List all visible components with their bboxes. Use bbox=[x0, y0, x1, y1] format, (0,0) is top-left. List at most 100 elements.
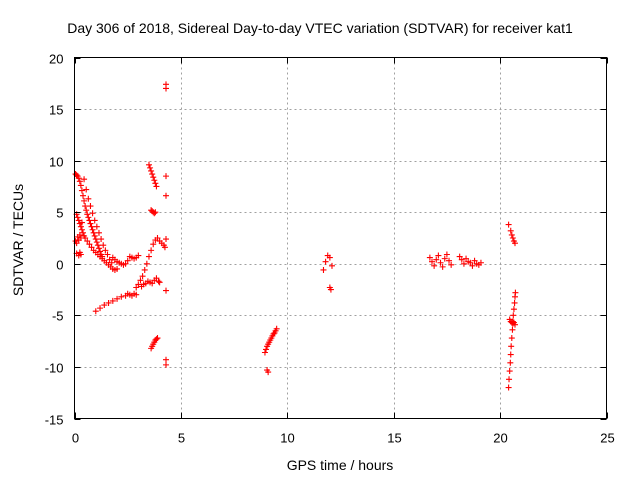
data-point bbox=[75, 217, 82, 224]
y-tick-label: 15 bbox=[49, 103, 63, 118]
data-point bbox=[98, 236, 105, 243]
data-point bbox=[86, 241, 93, 248]
data-point bbox=[463, 255, 470, 262]
data-point bbox=[77, 251, 84, 258]
data-point bbox=[87, 220, 94, 227]
data-point bbox=[148, 247, 155, 254]
data-point bbox=[109, 297, 116, 304]
data-point bbox=[467, 259, 474, 266]
data-point bbox=[508, 231, 515, 238]
data-point bbox=[153, 336, 160, 343]
data-point bbox=[510, 312, 517, 319]
data-point bbox=[505, 384, 512, 391]
data-point bbox=[85, 195, 92, 202]
data-point bbox=[163, 236, 170, 243]
data-point bbox=[508, 343, 515, 350]
data-point bbox=[437, 259, 444, 266]
data-point bbox=[76, 231, 83, 238]
data-point bbox=[141, 266, 148, 273]
data-point bbox=[154, 235, 161, 241]
data-point bbox=[90, 229, 97, 236]
data-point bbox=[429, 258, 436, 265]
data-point bbox=[460, 260, 467, 267]
data-point bbox=[80, 192, 87, 199]
data-point bbox=[149, 280, 156, 287]
series-arc-19 bbox=[426, 251, 455, 270]
data-point bbox=[433, 256, 440, 263]
series-arc-09 bbox=[138, 275, 163, 290]
data-point bbox=[84, 211, 91, 218]
x-tick-label: 25 bbox=[600, 431, 614, 446]
series-arc-16 bbox=[264, 367, 272, 376]
data-point bbox=[92, 308, 99, 315]
series-arc-10 bbox=[145, 161, 160, 190]
data-point bbox=[93, 239, 100, 246]
data-point bbox=[133, 291, 140, 298]
data-point bbox=[509, 326, 516, 333]
data-point bbox=[439, 263, 446, 270]
data-point bbox=[153, 275, 160, 282]
axis-ticks: 0 5 10 15 20 25 -15 -10 -5 0 5 10 15 20 bbox=[45, 52, 615, 446]
series-arc-23 bbox=[506, 316, 518, 328]
data-point bbox=[104, 251, 111, 258]
data-point bbox=[265, 369, 272, 376]
data-point bbox=[118, 293, 125, 300]
data-point bbox=[88, 223, 95, 230]
data-point bbox=[97, 248, 104, 255]
data-point bbox=[74, 214, 81, 221]
series-arc-07 bbox=[109, 252, 142, 268]
series-arc-15 bbox=[261, 325, 280, 356]
data-point bbox=[91, 232, 98, 239]
data-point bbox=[507, 359, 514, 366]
data-point bbox=[89, 226, 96, 233]
data-point bbox=[150, 241, 157, 248]
data-point bbox=[148, 167, 155, 174]
data-point bbox=[84, 238, 91, 245]
data-point bbox=[320, 266, 327, 273]
data-point bbox=[435, 252, 442, 259]
data-point bbox=[163, 287, 170, 294]
data-point bbox=[511, 321, 518, 328]
data-point bbox=[443, 251, 450, 258]
data-point bbox=[101, 302, 108, 309]
y-tick-label: 20 bbox=[49, 52, 63, 67]
data-point bbox=[92, 236, 99, 243]
data-point bbox=[507, 351, 514, 358]
data-point bbox=[263, 346, 270, 353]
data-point bbox=[326, 254, 333, 261]
y-tick-label: -5 bbox=[52, 309, 64, 324]
data-point bbox=[153, 183, 160, 190]
data-point bbox=[511, 240, 518, 247]
data-point bbox=[102, 247, 109, 254]
y-tick-label: -15 bbox=[45, 413, 64, 428]
y-tick-label: 5 bbox=[56, 206, 63, 221]
data-point bbox=[77, 182, 84, 189]
y-tick-label: 10 bbox=[49, 155, 63, 170]
data-point bbox=[149, 171, 156, 178]
data-point bbox=[152, 180, 159, 187]
data-points bbox=[72, 81, 519, 391]
x-tick-label: 0 bbox=[72, 431, 79, 446]
data-point bbox=[106, 256, 113, 263]
data-point bbox=[151, 177, 158, 184]
data-point bbox=[75, 175, 82, 182]
data-point bbox=[506, 368, 513, 375]
data-point bbox=[163, 173, 170, 180]
data-point bbox=[83, 207, 90, 214]
data-point bbox=[446, 257, 453, 264]
data-point bbox=[512, 289, 519, 296]
data-point bbox=[114, 295, 121, 302]
data-point bbox=[133, 284, 140, 291]
data-point bbox=[124, 257, 131, 264]
data-point bbox=[78, 219, 85, 226]
data-point bbox=[261, 349, 268, 356]
x-axis-label: GPS time / hours bbox=[286, 457, 394, 473]
data-point bbox=[507, 227, 514, 234]
data-point bbox=[505, 221, 512, 228]
data-point bbox=[441, 255, 448, 262]
data-point bbox=[152, 209, 159, 216]
data-point bbox=[327, 286, 334, 293]
chart-title: Day 306 of 2018, Sidereal Day-to-day VTE… bbox=[67, 20, 573, 36]
data-point bbox=[88, 244, 95, 251]
